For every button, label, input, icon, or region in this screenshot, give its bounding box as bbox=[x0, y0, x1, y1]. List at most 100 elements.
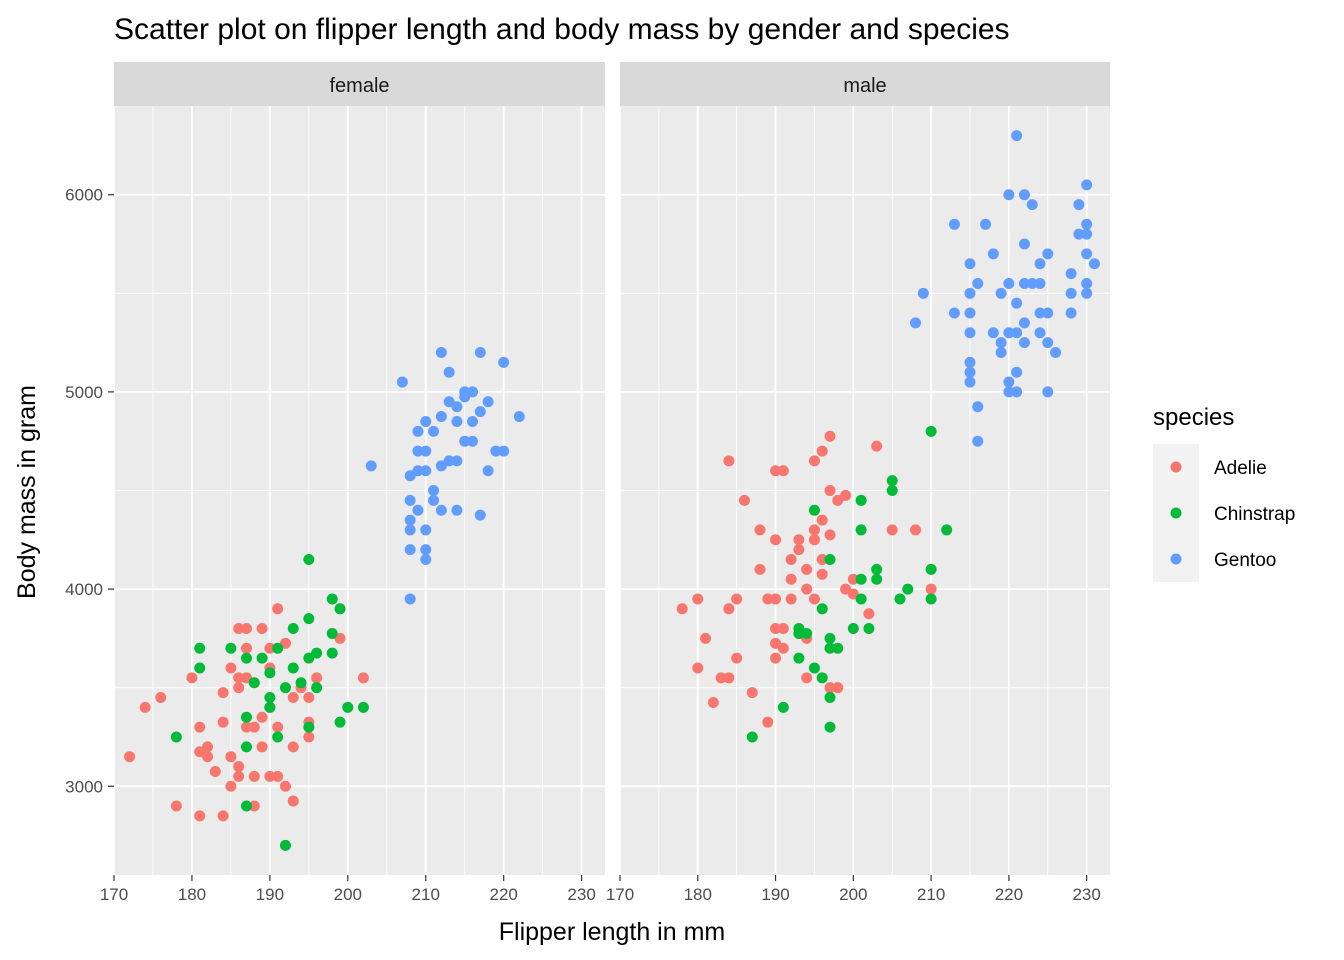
data-point bbox=[1018, 277, 1030, 289]
data-point bbox=[832, 682, 844, 694]
data-point bbox=[194, 810, 206, 822]
data-point bbox=[342, 701, 354, 713]
data-point bbox=[1034, 258, 1046, 270]
data-point bbox=[1081, 277, 1093, 289]
data-point bbox=[303, 721, 315, 733]
data-point bbox=[754, 524, 766, 536]
x-tick-label: 170 bbox=[100, 885, 128, 904]
x-tick-label: 190 bbox=[256, 885, 284, 904]
facet-panel-male: male bbox=[620, 62, 1110, 875]
data-point bbox=[808, 534, 820, 546]
data-point bbox=[1011, 327, 1023, 339]
data-point bbox=[987, 327, 999, 339]
data-point bbox=[474, 509, 486, 521]
data-point bbox=[334, 603, 346, 615]
data-point bbox=[801, 583, 813, 595]
data-point bbox=[334, 716, 346, 728]
data-point bbox=[863, 608, 875, 620]
data-point bbox=[816, 603, 828, 615]
data-point bbox=[785, 593, 797, 605]
data-point bbox=[412, 465, 424, 477]
data-point bbox=[256, 741, 268, 753]
data-point bbox=[295, 677, 307, 689]
data-point bbox=[808, 524, 820, 536]
data-point bbox=[1003, 189, 1015, 201]
points bbox=[676, 130, 1100, 743]
data-point bbox=[1011, 297, 1023, 309]
data-point bbox=[139, 701, 151, 713]
data-point bbox=[964, 307, 976, 319]
data-point bbox=[1073, 199, 1085, 211]
data-point bbox=[1011, 366, 1023, 378]
data-point bbox=[428, 425, 440, 437]
data-point bbox=[824, 485, 836, 496]
data-point bbox=[1073, 228, 1085, 240]
data-point bbox=[303, 692, 315, 704]
data-point bbox=[1003, 376, 1015, 388]
chart-title: Scatter plot on flipper length and body … bbox=[114, 13, 1010, 46]
y-axis-title: Body mass in gram bbox=[13, 385, 41, 599]
data-point bbox=[925, 583, 937, 595]
series-gentoo bbox=[365, 346, 525, 605]
data-point bbox=[209, 765, 221, 777]
data-point bbox=[964, 376, 976, 388]
data-point bbox=[279, 780, 291, 792]
data-point bbox=[700, 632, 712, 644]
data-point bbox=[1026, 199, 1038, 211]
facet-panels: female male bbox=[114, 62, 1110, 875]
data-point bbox=[303, 731, 315, 743]
data-point bbox=[808, 593, 820, 605]
data-point bbox=[925, 593, 937, 605]
x-tick-label: 230 bbox=[1072, 885, 1100, 904]
data-point bbox=[816, 445, 828, 457]
gridlines bbox=[620, 106, 1110, 875]
data-point bbox=[287, 692, 299, 704]
data-point bbox=[707, 696, 719, 708]
data-point bbox=[233, 623, 245, 635]
data-point bbox=[194, 662, 206, 674]
data-point bbox=[264, 701, 276, 713]
data-point bbox=[964, 327, 976, 339]
data-point bbox=[279, 682, 291, 694]
data-point bbox=[225, 662, 237, 674]
facet-strip-label: female bbox=[329, 75, 389, 97]
legend: species Adelie Chinstrap Gentoo bbox=[1153, 404, 1295, 582]
legend-key-point bbox=[1170, 461, 1182, 473]
data-point bbox=[404, 524, 416, 536]
data-point bbox=[980, 218, 992, 230]
data-point bbox=[451, 401, 463, 413]
data-point bbox=[1088, 258, 1100, 270]
data-point bbox=[824, 430, 836, 442]
data-point bbox=[420, 445, 432, 457]
data-point bbox=[225, 751, 237, 763]
data-point bbox=[272, 642, 284, 654]
data-point bbox=[451, 504, 463, 516]
data-point bbox=[948, 307, 960, 319]
data-point bbox=[279, 839, 291, 851]
data-point bbox=[248, 800, 260, 812]
data-point bbox=[311, 647, 323, 659]
data-point bbox=[217, 687, 229, 699]
data-point bbox=[1042, 386, 1054, 398]
data-point bbox=[264, 642, 276, 654]
data-point bbox=[256, 652, 268, 664]
data-point bbox=[217, 810, 229, 822]
x-tick-label: 180 bbox=[178, 885, 206, 904]
data-point bbox=[964, 356, 976, 368]
data-point bbox=[240, 721, 252, 733]
data-point bbox=[824, 554, 836, 566]
data-point bbox=[467, 386, 479, 398]
data-point bbox=[692, 662, 704, 674]
data-point bbox=[217, 716, 229, 728]
data-point bbox=[256, 623, 268, 635]
x-tick-label: 220 bbox=[489, 885, 517, 904]
data-point bbox=[987, 248, 999, 260]
data-point bbox=[840, 489, 852, 501]
data-point bbox=[248, 677, 260, 689]
facet-strip bbox=[620, 62, 1110, 106]
data-point bbox=[925, 563, 937, 575]
data-point bbox=[428, 494, 440, 506]
data-point bbox=[233, 770, 245, 782]
data-point bbox=[770, 623, 782, 635]
data-point bbox=[240, 623, 252, 635]
